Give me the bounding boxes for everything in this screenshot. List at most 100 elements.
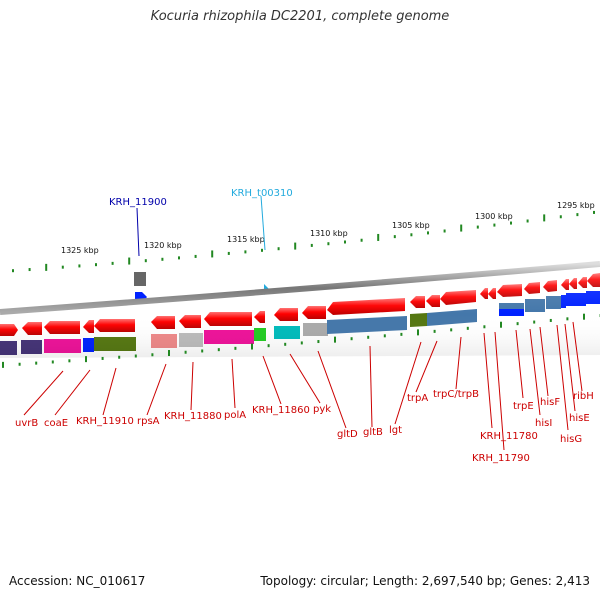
lower-tick (168, 350, 170, 357)
ruler-tick (61, 265, 64, 269)
gene-label-polA: polA (224, 410, 246, 421)
gene-label-hisI: hisI (535, 418, 552, 429)
ruler-tick (443, 229, 446, 233)
ruler-tick (344, 240, 346, 244)
ruler-tick (476, 225, 479, 229)
lower-tick (466, 326, 469, 330)
ruler-tick (227, 251, 230, 255)
gene-label-krh-11790: KRH_11790 (472, 453, 530, 464)
lower-tick (483, 325, 486, 329)
lower-tick (284, 342, 287, 346)
ruler-tick (261, 248, 263, 252)
map-title: Kocuria rhizophila DC2201, complete geno… (150, 9, 450, 24)
ruler-label-1305: 1305 kbp (392, 221, 430, 230)
lower-tick (68, 359, 71, 363)
ruler-tick (45, 263, 48, 271)
gene-label-krh-11880: KRH_11880 (164, 411, 222, 422)
label-krh-t00310: KRH_t00310 (231, 188, 293, 199)
gene-label-trpC-trpB: trpC/trpB (433, 389, 479, 400)
gene-label-trpA: trpA (407, 393, 428, 404)
ruler-label-1300: 1300 kbp (475, 212, 513, 221)
ruler-ticks (12, 210, 595, 273)
ruler-tick (493, 223, 496, 227)
lower-tick (400, 332, 403, 336)
ruler-tick (543, 214, 546, 222)
ruler-tick (427, 231, 429, 235)
lower-tick (533, 320, 536, 324)
lower-tick (350, 337, 353, 341)
gene-label-hisE: hisE (569, 413, 590, 424)
ruler-tick (144, 259, 147, 263)
ruler-tick (593, 210, 595, 214)
ruler-tick (128, 257, 131, 265)
ruler-tick (360, 238, 363, 242)
gene-label-lgt: lgt (389, 425, 402, 436)
ruler-tick (178, 256, 180, 260)
ruler-label-1310: 1310 kbp (310, 229, 348, 238)
lower-tick (118, 355, 121, 359)
lower-tick (433, 329, 436, 333)
ruler-tick (576, 213, 579, 217)
topology-text: Topology: circular; Length: 2,697,540 bp… (260, 574, 590, 588)
gene-label-krh-11780: KRH_11780 (480, 431, 538, 442)
ruler-tick (410, 233, 413, 237)
lower-tick (367, 335, 370, 339)
ruler-tick (211, 250, 214, 258)
ruler-tick (194, 254, 197, 258)
ruler-tick (510, 221, 512, 225)
lower-tick (516, 322, 519, 326)
ruler-label-1315: 1315 kbp (227, 235, 265, 244)
gene-label-krh-11910: KRH_11910 (76, 416, 134, 427)
gene-label-uvrB: uvrB (15, 418, 38, 429)
lower-tick (300, 341, 303, 345)
lower-tick (151, 353, 154, 357)
ruler-tick (559, 215, 562, 219)
ruler-label-1295: 1295 kbp (557, 201, 595, 210)
lower-tick (383, 334, 386, 338)
feature-row (0, 270, 600, 358)
lower-tick (217, 348, 220, 352)
accession-text: Accession: NC_010617 (9, 574, 146, 588)
lower-tick (583, 313, 585, 320)
gene-label-hisG: hisG (560, 434, 582, 445)
ruler-tick (78, 264, 81, 268)
lower-tick (317, 340, 320, 344)
lower-tick (267, 344, 270, 348)
lower-tick (184, 350, 187, 354)
ruler-tick (310, 243, 313, 247)
ruler-tick (95, 263, 97, 267)
ruler-tick (161, 257, 164, 261)
leader-krh-t00310 (260, 195, 266, 251)
lower-tick (134, 354, 137, 358)
lower-tick (2, 361, 4, 368)
lower-ticks (2, 313, 600, 368)
ruler-label-1320: 1320 kbp (144, 241, 182, 250)
lower-tick (500, 321, 502, 328)
gene-label-gltD: gltD (337, 429, 358, 440)
lower-tick (201, 349, 204, 353)
lower-tick (251, 343, 253, 350)
lower-tick (450, 328, 453, 332)
gene-label-trpE: trpE (513, 401, 534, 412)
lower-tick (51, 360, 54, 364)
genome-backbone (0, 261, 600, 315)
ruler-tick (460, 224, 463, 232)
lower-tick (85, 356, 87, 363)
ruler-tick (393, 235, 396, 239)
gene-label-rpsA: rpsA (137, 416, 160, 427)
leader-krh-11900 (136, 207, 140, 257)
lower-tick (566, 317, 569, 321)
feature-grey-block (134, 272, 146, 286)
ruler-tick (526, 219, 529, 223)
lower-tick (18, 362, 21, 366)
ruler-tick (244, 250, 247, 254)
ruler-tick (294, 242, 297, 250)
lower-tick (549, 318, 552, 322)
label-krh-11900: KRH_11900 (109, 197, 167, 208)
lower-tick (234, 346, 237, 350)
gene-label-krh-11860: KRH_11860 (252, 405, 310, 416)
ruler-tick (377, 233, 380, 241)
lower-tick (35, 361, 38, 365)
lower-tick (101, 356, 104, 360)
